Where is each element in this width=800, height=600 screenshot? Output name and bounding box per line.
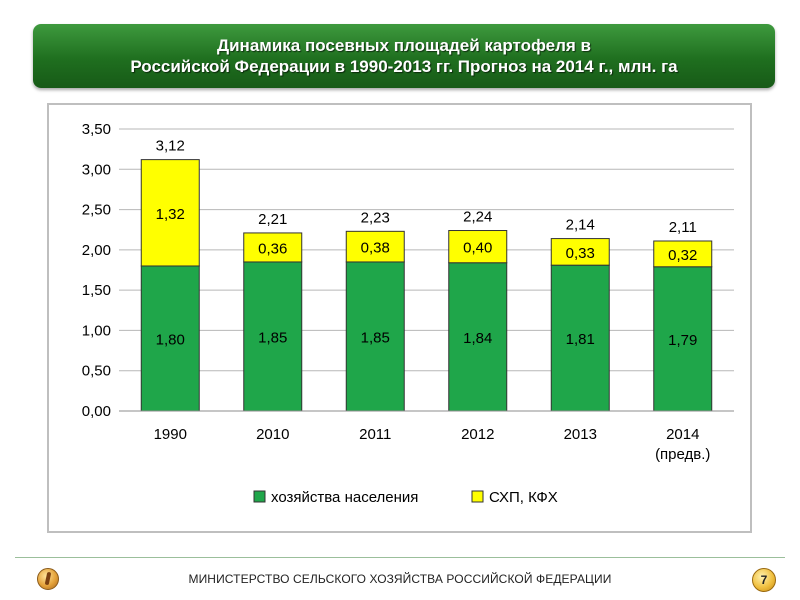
chart-frame: 0,00 0,50 1,00 1,50 2,00 2,50 3,00 3,50 1,80 1,32…: [47, 103, 752, 533]
bar-value-label: 1,81: [566, 331, 595, 348]
bar-segment: [140, 265, 200, 412]
footer-divider: [15, 557, 785, 558]
y-tick-label: 2,50: [82, 202, 111, 219]
legend-swatch: [471, 490, 484, 503]
legend-label: хозяйства населения: [271, 489, 418, 506]
ministry-emblem-icon: [37, 568, 59, 590]
bar-total-label: 2,14: [566, 217, 595, 234]
y-tick-label: 3,00: [82, 161, 111, 178]
bar-value-label: 0,33: [566, 245, 595, 262]
slide-title-line-2: Российской Федерации в 1990-2013 гг. Про…: [130, 57, 678, 76]
stacked-bar-chart: 0,00 0,50 1,00 1,50 2,00 2,50 3,00 3,50 1,80 1,32…: [82, 121, 734, 506]
bar-segment: [653, 266, 713, 412]
bar-segment: [345, 261, 405, 412]
bar-value-label: 0,36: [258, 240, 287, 257]
y-tick-label: 1,00: [82, 322, 111, 339]
x-tick-label: 2014 (предв.): [655, 426, 710, 463]
x-tick-label: 1990: [154, 426, 187, 443]
bar-segment: [653, 240, 713, 268]
bar-segment: [140, 159, 200, 267]
x-tick-label: 2010: [256, 426, 289, 443]
slide-title-line-1: Динамика посевных площадей картофеля в: [216, 36, 591, 55]
bar-total-label: 2,21: [258, 211, 287, 228]
legend-label: СХП, КФХ: [489, 489, 558, 506]
x-tick-label: 2013: [564, 426, 597, 443]
title-banner: Динамика посевных площадей картофеля в Р…: [33, 24, 775, 88]
bar-value-label: 1,85: [361, 329, 390, 346]
footer-ministry-name: МИНИСТЕРСТВО СЕЛЬСКОГО ХОЗЯЙСТВА РОССИЙС…: [188, 572, 612, 586]
x-tick-label: 2011: [359, 426, 391, 443]
bar-total-label: 2,11: [669, 219, 697, 236]
bar-value-label: 0,32: [668, 247, 697, 264]
x-tick-label: 2012: [461, 426, 494, 443]
bar-segment: [243, 261, 303, 412]
bar-value-label: 1,79: [668, 332, 697, 349]
bar-total-label: 2,23: [361, 209, 390, 226]
legend-swatch: [253, 490, 266, 503]
y-tick-label: 0,50: [82, 363, 111, 380]
bar-total-label: 3,12: [156, 138, 185, 155]
y-tick-label: 1,50: [82, 282, 111, 299]
page-number-badge: 7: [752, 568, 776, 592]
bar-value-label: 1,84: [463, 330, 492, 347]
bar-value-label: 1,80: [156, 331, 185, 348]
y-tick-label: 0,00: [82, 403, 111, 420]
bar-segment: [448, 230, 508, 264]
bar-segment: [345, 230, 405, 263]
bar-segment: [550, 238, 610, 266]
bar-value-label: 0,40: [463, 240, 492, 257]
bar-segment: [243, 232, 303, 263]
bar-total-label: 2,24: [463, 209, 492, 226]
bar-value-label: 1,32: [156, 206, 185, 223]
bar-value-label: 0,38: [361, 240, 390, 257]
y-tick-label: 2,00: [82, 242, 111, 259]
y-tick-label: 3,50: [82, 121, 111, 138]
bar-value-label: 1,85: [258, 329, 287, 346]
